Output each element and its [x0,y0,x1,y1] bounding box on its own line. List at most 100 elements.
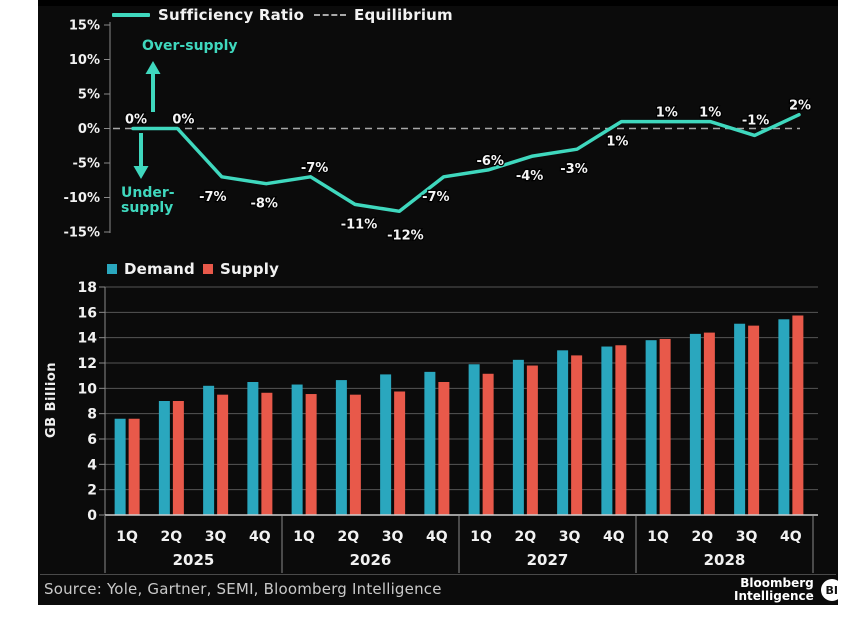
quarter-label: 1Q [470,529,492,545]
sufficiency-ratio-line [131,112,801,214]
year-label: 2026 [350,551,392,569]
ratio-point-label: 1% [606,135,628,150]
legend-item-supply: Supply [203,260,279,278]
quarter-label: 3Q [559,529,581,545]
legend-item-sufficiency-ratio: Sufficiency Ratio [112,6,304,24]
demand-bar [291,384,303,515]
demand-bar [645,340,657,515]
quarter-label: 1Q [647,529,669,545]
bar-y-tick-label: 12 [78,356,97,372]
quarter-label: 4Q [780,529,802,545]
ratio-point-label: -7% [422,190,449,205]
demand-bar [557,350,569,515]
ratio-point-label: 0% [125,113,147,128]
sufficiency-ratio-line-swatch [112,13,150,17]
line-y-tick-label: -5% [73,157,100,172]
supply-bar [748,325,760,515]
bloomberg-intelligence-logo: Bloomberg Intelligence BI [734,577,843,603]
legend-item-demand: Demand [107,260,195,278]
supply-bar [526,365,538,515]
ratio-point-label: -11% [341,217,378,232]
quarter-label: 4Q [426,529,448,545]
demand-bar [114,418,126,515]
supply-swatch [203,264,213,274]
supply-bar [349,394,361,515]
over-supply-annotation: Over-supply [142,38,238,54]
quarter-label: 1Q [116,529,138,545]
bi-badge-icon: BI [820,579,843,601]
demand-bar [734,323,746,515]
line-y-tick-label: 5% [78,88,100,103]
bar-y-tick-label: 18 [78,280,97,296]
ratio-point-label: 0% [172,113,194,128]
bar-y-tick-label: 10 [78,381,98,397]
demand-bar [158,401,170,515]
quarter-label: 2Q [515,529,537,545]
ratio-point-label: 1% [656,106,678,121]
under-supply-arrow-head [133,166,149,179]
legend-label-sufficiency-ratio: Sufficiency Ratio [158,6,305,24]
legend-label-supply: Supply [220,260,280,278]
supply-bar [128,418,140,515]
supply-bar [261,392,273,515]
ratio-point-label: -8% [250,197,277,212]
supply-bar [703,332,715,515]
source-attribution: Source: Yole, Gartner, SEMI, Bloomberg I… [44,580,442,598]
quarter-label: 3Q [736,529,758,545]
demand-bar [380,374,392,515]
quarter-label: 2Q [338,529,360,545]
demand-bar [689,333,701,515]
supply-bar [438,382,450,515]
line-y-tick-label: 10% [69,53,100,68]
demand-bar [778,319,790,515]
equilibrium-dash-swatch [314,14,346,16]
demand-bar [512,359,524,515]
demand-bar [203,385,215,515]
supply-bar [615,345,627,515]
quarter-label: 3Q [205,529,227,545]
bar-y-tick-label: 16 [78,305,97,321]
quarter-label: 1Q [293,529,315,545]
quarter-label: 2Q [692,529,714,545]
line-y-tick-label: -10% [63,191,100,206]
ratio-point-label: -12% [387,228,424,243]
supply-bar [394,391,406,515]
demand-swatch [107,264,117,274]
under-supply-annotation: Under-supply [121,185,175,216]
supply-bar [217,394,229,515]
ratio-point-label: -1% [742,113,769,128]
ratio-point-label: -4% [516,169,543,184]
supply-bar [172,401,184,515]
quarter-label: 4Q [249,529,271,545]
bar-y-tick-label: 14 [78,331,98,347]
brand-line-1: Bloomberg [740,576,814,590]
over-supply-arrow-head [145,61,161,74]
ratio-point-label: 1% [699,106,721,121]
legend-label-equilibrium: Equilibrium [354,6,453,24]
bar-y-tick-label: 4 [87,457,97,473]
year-label: 2027 [527,551,569,569]
line-y-tick-label: -15% [63,226,100,241]
supply-bar [792,315,804,515]
panel-top-border [38,0,838,6]
line-y-tick-label: 0% [78,122,100,137]
bar-chart-y-axis-title: GB Billion [44,361,59,439]
ratio-point-label: 2% [789,99,811,114]
ratio-point-label: -7% [199,190,226,205]
supply-bar [659,338,671,515]
bar-y-tick-label: 6 [87,432,97,448]
supply-bar [482,373,494,515]
ratio-point-label: -7% [301,161,328,176]
bar-y-tick-label: 0 [87,508,97,524]
year-label: 2028 [704,551,746,569]
brand-text: Bloomberg Intelligence [734,577,814,603]
legend-item-equilibrium: Equilibrium [314,6,453,24]
quarter-label: 2Q [161,529,183,545]
ratio-point-label: -3% [560,162,587,177]
line-y-tick-label: 15% [69,19,100,34]
ratio-point-label: -6% [476,154,503,169]
supply-bar [571,355,583,515]
demand-bar [468,364,480,515]
quarter-label: 4Q [603,529,625,545]
